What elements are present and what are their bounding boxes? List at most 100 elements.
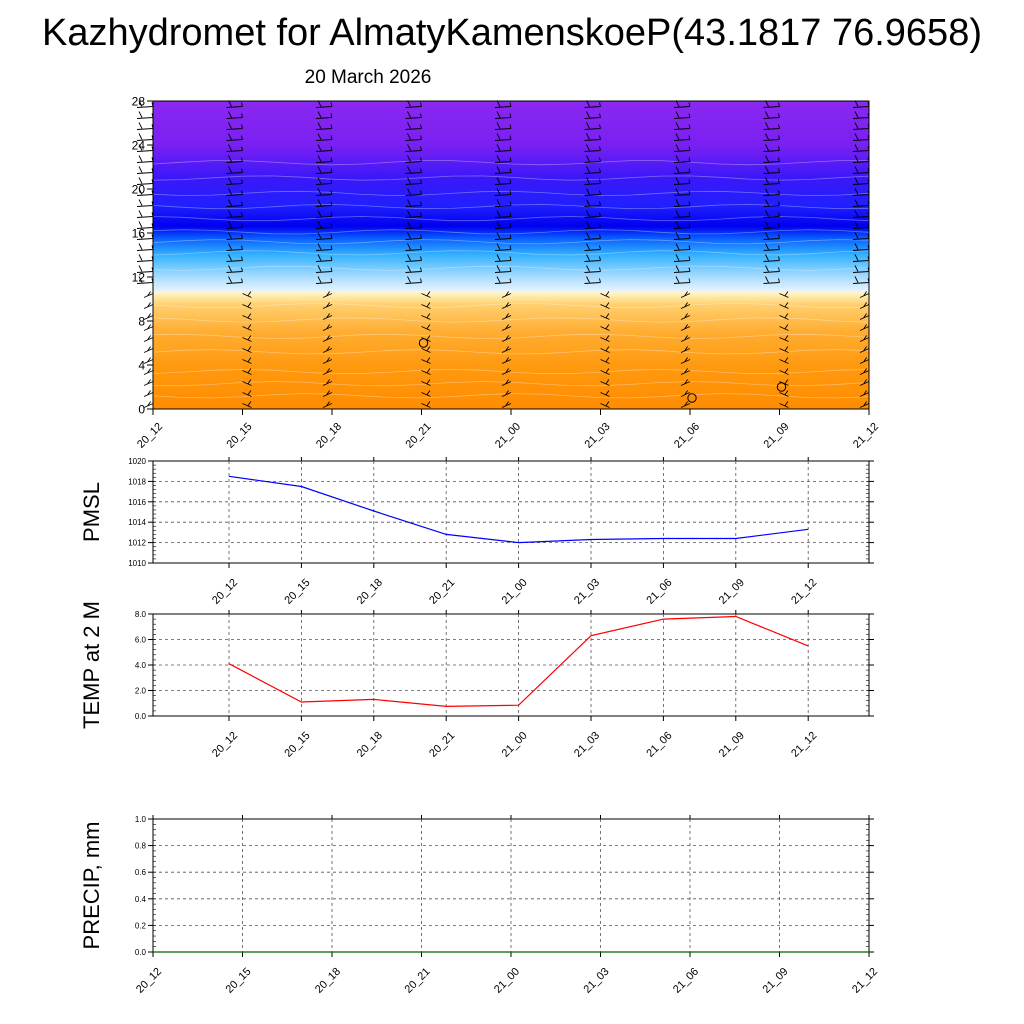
wind-barb <box>584 144 601 152</box>
wind-barb <box>763 188 780 196</box>
wind-barb <box>673 210 691 218</box>
precip-panel: 0.0 0.2 0.4 0.6 0.8 1.0 20_12 20_15 20_18 20_21 21… <box>79 815 880 996</box>
y-tick-label: 1014 <box>128 518 146 527</box>
wind-barb <box>143 335 154 342</box>
wind-barb <box>673 254 691 262</box>
y-tick-label: 0.0 <box>135 712 147 721</box>
wind-barb <box>584 188 601 196</box>
contour-line <box>152 317 870 323</box>
wind-barb <box>405 122 422 130</box>
y-tick-label: 0.6 <box>135 868 147 877</box>
contour-line <box>152 190 870 197</box>
wind-barb <box>584 122 601 130</box>
wind-barb <box>242 302 252 309</box>
wind-barb <box>680 324 691 331</box>
wind-barb <box>673 133 691 141</box>
x-tick-label: 20_12 <box>135 421 165 451</box>
y-tick-label: 1010 <box>128 559 146 568</box>
contour-line <box>152 381 870 387</box>
contour-line <box>152 333 870 339</box>
wind-barb <box>763 254 780 262</box>
wind-barb <box>680 390 691 397</box>
contour-line <box>152 265 870 271</box>
wind-barb <box>584 199 601 207</box>
wind-barb <box>494 221 512 229</box>
x-tick-label: 20_18 <box>355 730 385 760</box>
wind-barb <box>405 243 422 251</box>
wind-barb <box>322 368 333 375</box>
wind-barb <box>680 291 691 298</box>
chart-subtitle: 20 March 2026 <box>304 67 432 88</box>
wind-barb <box>600 357 610 364</box>
x-tick-label: 20_15 <box>282 730 312 760</box>
wind-barb <box>136 122 154 130</box>
wind-barb <box>421 346 431 353</box>
wind-barb <box>136 210 154 218</box>
wind-barb <box>322 335 333 342</box>
wind-barb <box>405 144 422 152</box>
contour-line <box>152 250 870 256</box>
wind-barb <box>763 199 780 207</box>
contour-line <box>152 303 870 309</box>
wind-barb <box>763 122 780 130</box>
y-tick-label: 4 <box>138 359 145 373</box>
wind-barb <box>584 232 601 240</box>
wind-barb <box>405 155 422 163</box>
x-tick-label: 21_09 <box>762 421 792 451</box>
wind-barb <box>673 155 691 163</box>
y-tick-label: 0 <box>138 403 145 417</box>
wind-barb <box>226 199 243 207</box>
wind-barb <box>600 379 610 386</box>
wind-barb <box>501 302 512 309</box>
wind-barb <box>315 188 333 196</box>
wind-barb <box>680 357 691 364</box>
wind-barb <box>226 265 243 273</box>
x-tick-label: 21_03 <box>572 730 602 760</box>
wind-barb <box>600 390 610 397</box>
x-tick-label: 20_21 <box>404 421 434 451</box>
y-tick-label: 16 <box>132 227 146 241</box>
x-tick-label: 20_12 <box>134 966 164 996</box>
profile-color-field <box>153 101 869 409</box>
wind-barb <box>680 401 691 408</box>
wind-barb <box>136 166 154 174</box>
wind-barb <box>494 133 512 141</box>
wind-barb <box>584 265 601 273</box>
wind-barb <box>680 302 691 309</box>
wind-barb <box>501 313 512 320</box>
wind-barb <box>405 265 422 273</box>
wind-barb <box>242 368 252 375</box>
wind-barb <box>226 155 243 163</box>
wind-barb <box>501 324 512 331</box>
wind-barb <box>673 177 691 185</box>
x-tick-label: 21_03 <box>572 577 602 607</box>
wind-barb <box>600 313 610 320</box>
wind-barb <box>242 324 252 331</box>
wind-barb <box>226 243 243 251</box>
wind-barb <box>143 379 154 386</box>
wind-barb <box>226 122 243 130</box>
wind-barb <box>405 111 422 119</box>
wind-barb <box>779 357 789 364</box>
wind-barb <box>405 188 422 196</box>
contour-line <box>152 393 870 399</box>
wind-barb <box>315 111 333 119</box>
wind-barb <box>494 122 512 130</box>
y-tick-label: 1016 <box>128 498 146 507</box>
wind-barb <box>680 346 691 353</box>
wind-barb <box>673 111 691 119</box>
x-tick-label: 21_12 <box>851 421 881 451</box>
wind-barb <box>494 254 512 262</box>
contour-line <box>152 368 870 374</box>
y-tick-label: 1012 <box>128 539 146 548</box>
wind-barb <box>322 302 333 309</box>
wind-barb <box>315 243 333 251</box>
wind-barb <box>584 133 601 141</box>
wind-barb <box>315 122 333 130</box>
y-tick-label: 0.2 <box>135 921 147 930</box>
x-tick-label: 21_09 <box>717 577 747 607</box>
wind-barb <box>315 232 333 240</box>
x-tick-label: 20_21 <box>427 730 457 760</box>
wind-barb <box>600 302 610 309</box>
y-tick-label: 4.0 <box>135 661 147 670</box>
